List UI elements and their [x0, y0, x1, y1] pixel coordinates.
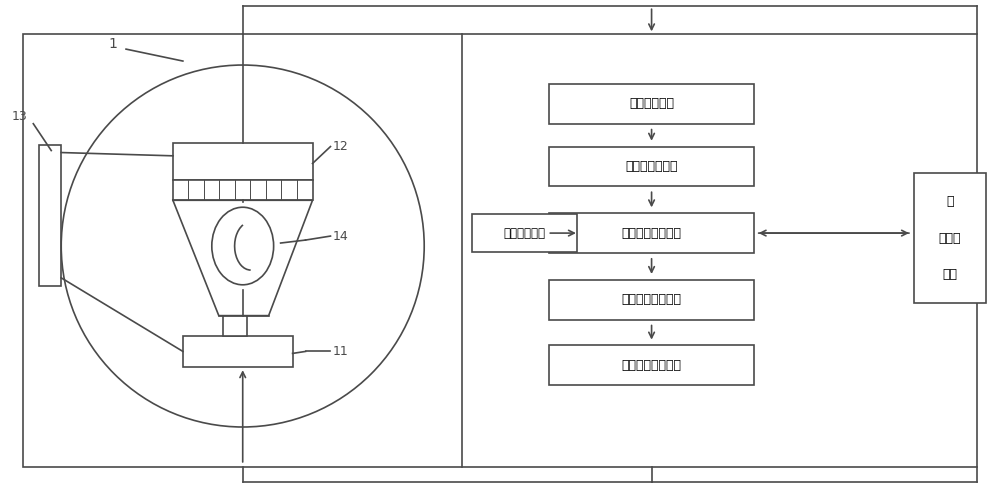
Text: 1: 1 [109, 37, 118, 51]
Bar [549, 146, 754, 186]
Text: 运行控制部分: 运行控制部分 [503, 227, 545, 240]
Text: 投影图获取部分: 投影图获取部分 [625, 160, 678, 173]
Text: 11: 11 [332, 345, 348, 358]
Bar [23, 34, 977, 467]
Bar [472, 214, 577, 252]
Text: 13: 13 [11, 110, 27, 123]
Bar [549, 84, 754, 124]
Bar [173, 180, 313, 200]
Text: 部分: 部分 [942, 268, 957, 281]
Bar [549, 346, 754, 385]
Text: 图像更新筛选部剆: 图像更新筛选部剆 [622, 293, 682, 306]
Bar [183, 336, 293, 368]
Bar [914, 173, 986, 303]
Bar [549, 280, 754, 320]
Text: 机交互: 机交互 [938, 232, 961, 245]
Text: 14: 14 [332, 230, 348, 243]
Text: 断层图像获取部分: 断层图像获取部分 [622, 359, 682, 372]
Text: 处理控制部分: 处理控制部分 [629, 97, 674, 111]
Text: 12: 12 [332, 140, 348, 153]
Text: 人: 人 [946, 195, 953, 208]
Bar [223, 316, 247, 336]
Text: 呼吸参数计算部分: 呼吸参数计算部分 [622, 227, 682, 240]
Bar [173, 142, 313, 180]
Bar [549, 213, 754, 253]
Bar [39, 144, 61, 286]
